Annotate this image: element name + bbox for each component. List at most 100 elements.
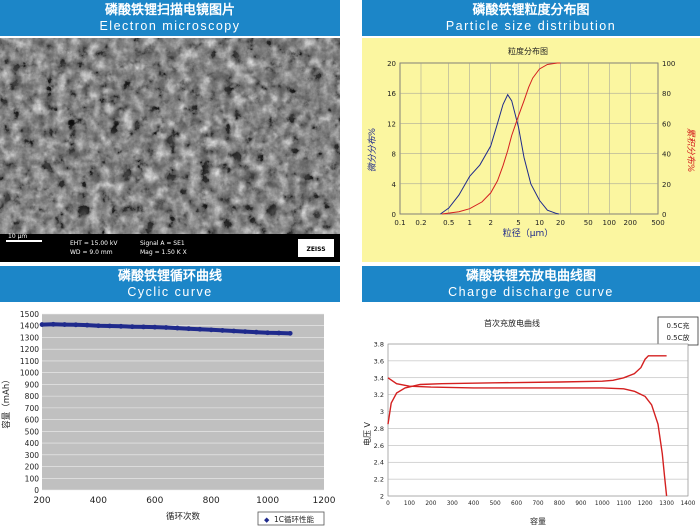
cyc-ytick: 100 — [25, 474, 40, 483]
cyc-xtick: 200 — [33, 496, 50, 506]
cyc-data-point — [129, 324, 135, 330]
psd-xtick: 20 — [556, 219, 565, 227]
sem-mag: Mag = 1.50 K X — [140, 249, 187, 256]
psd-xtick: 500 — [651, 219, 664, 227]
psd-xtick: 1 — [468, 219, 472, 227]
cyc-legend-marker: ◆ — [264, 516, 270, 524]
cyc-title-en: Cyclic curve — [127, 285, 213, 299]
chg-ytick: 3 — [380, 408, 384, 416]
cyc-data-point — [152, 324, 158, 330]
chg-ytick: 3.2 — [374, 391, 384, 399]
chg-title-zh: 磷酸铁锂充放电曲线图 — [465, 269, 596, 284]
cyc-data-point — [253, 329, 259, 335]
chg-ytick: 2 — [380, 493, 384, 501]
cyc-data-point — [141, 324, 146, 330]
cyc-ytick: 1400 — [20, 322, 39, 331]
psd-ytick-left: 16 — [387, 90, 396, 98]
cyc-data-point — [231, 328, 237, 334]
cyc-data-point — [73, 322, 79, 328]
cyc-ytick: 1100 — [20, 357, 39, 366]
cyc-title-zh: 磷酸铁锂循环曲线 — [117, 269, 222, 284]
cyc-ytick: 500 — [25, 427, 40, 436]
cyc-ytick: 1200 — [20, 345, 39, 354]
psd-xtick: 100 — [603, 219, 616, 227]
chg-chart-title: 首次充放电曲线 — [484, 318, 540, 328]
psd-xtick: 2 — [489, 219, 493, 227]
cyc-xtick: 800 — [203, 496, 220, 506]
psd-panel: 磷酸铁锂粒度分布图 Particle size distribution 粒度分… — [362, 0, 700, 262]
cyc-data-point — [265, 330, 270, 336]
cyc-xtick: 1200 — [313, 496, 336, 506]
psd-ytick-left: 4 — [392, 181, 397, 189]
cyc-data-point — [220, 328, 225, 333]
chg-xtick: 400 — [468, 501, 479, 507]
cyc-ytick: 700 — [25, 404, 40, 413]
cyc-ytick: 1300 — [20, 333, 39, 342]
psd-ytick-right: 60 — [662, 120, 671, 128]
psd-xtick: 50 — [584, 219, 593, 227]
psd-ytick-right: 80 — [662, 90, 671, 98]
chg-panel: 磷酸铁锂充放电曲线图 Charge discharge curve 首次充放电曲… — [362, 266, 700, 527]
cyc-ytick: 1500 — [20, 310, 39, 319]
cyc-data-point — [174, 325, 180, 331]
cyc-xlabel: 循环次数 — [166, 511, 201, 522]
chg-charge-line — [387, 355, 667, 425]
chg-xtick: 800 — [554, 501, 565, 507]
psd-title-zh: 磷酸铁锂粒度分布图 — [472, 3, 590, 18]
chg-ytick: 3.8 — [374, 341, 384, 349]
cyc-ylabel: 容量（mAh） — [1, 375, 12, 428]
psd-chart-title: 粒度分布图 — [508, 46, 548, 56]
psd-series-cumulative-line — [441, 62, 561, 215]
cyc-ytick: 800 — [25, 392, 40, 401]
psd-ytick-left: 12 — [387, 120, 396, 128]
chg-header: 磷酸铁锂充放电曲线图 Charge discharge curve — [362, 266, 700, 302]
chg-xtick: 200 — [425, 501, 436, 507]
cyc-data-point — [197, 326, 203, 332]
psd-header: 磷酸铁锂粒度分布图 Particle size distribution — [362, 0, 700, 36]
sem-wd: WD = 9.0 mm — [70, 249, 113, 256]
chg-xtick: 700 — [532, 501, 543, 507]
chg-legend-charge: 0.5C充 — [666, 321, 689, 330]
sem-scale: 10 µm — [8, 233, 27, 240]
sem-title-en: Electron microscopy — [99, 19, 241, 33]
cyc-ytick: 1000 — [20, 369, 39, 378]
cyc-chart: 0 100 200 300 400 500 600 700 800 900 1000 1100 1200… — [0, 302, 340, 527]
chg-discharge-line — [387, 377, 668, 497]
chg-xtick: 1300 — [659, 501, 674, 507]
psd-title-en: Particle size distribution — [445, 19, 617, 33]
chg-ytick: 2.8 — [374, 425, 384, 433]
chg-xtick: 1100 — [616, 501, 631, 507]
sem-eht: EHT = 15.00 kV — [70, 240, 118, 247]
cyc-ytick: 200 — [25, 463, 40, 472]
chg-legend-discharge: 0.5C放 — [666, 333, 689, 342]
sem-signal: Signal A = SE1 — [140, 240, 185, 247]
cyc-panel: 磷酸铁锂循环曲线 Cyclic curve 0 100 200 300 400 500 60… — [0, 266, 340, 527]
cyc-ytick: 600 — [25, 416, 40, 425]
psd-ytick-left: 8 — [392, 151, 396, 159]
cyc-xtick: 400 — [90, 496, 107, 506]
psd-xtick: 0.2 — [415, 219, 426, 227]
psd-ytick-left: 0 — [392, 211, 396, 219]
cyc-data-point — [107, 323, 113, 329]
cyc-data-point — [118, 323, 124, 329]
sem-panel: 磷酸铁锂扫描电镜图片 Electron microscopy 10 µm EHT… — [0, 0, 340, 262]
cyc-data-point — [39, 322, 45, 327]
chg-xtick: 600 — [511, 501, 522, 507]
chg-ylabel: 电压 V — [362, 421, 372, 446]
sem-title-zh: 磷酸铁锂扫描电镜图片 — [104, 3, 235, 18]
psd-ytick-right: 40 — [662, 151, 671, 159]
chg-ytick: 3.4 — [374, 374, 384, 382]
psd-ytick-left: 20 — [387, 60, 396, 68]
cyc-ytick: 0 — [34, 486, 39, 495]
psd-series-differential-line — [440, 93, 560, 215]
chg-ytick: 2.4 — [374, 459, 384, 467]
cyc-data-point — [276, 330, 282, 336]
psd-xtick: 5 — [516, 219, 520, 227]
chg-chart: 首次充放电曲线 0.5C充 0.5C放 2 2.2 2.4 2.6 2.8 3 3.2 3.4… — [362, 302, 700, 527]
psd-ytick-right: 20 — [662, 181, 671, 189]
psd-ytick-right: 0 — [662, 211, 666, 219]
cyc-data-point — [186, 326, 192, 332]
cyc-data-point — [287, 330, 293, 336]
chg-ytick: 2.2 — [374, 476, 384, 484]
